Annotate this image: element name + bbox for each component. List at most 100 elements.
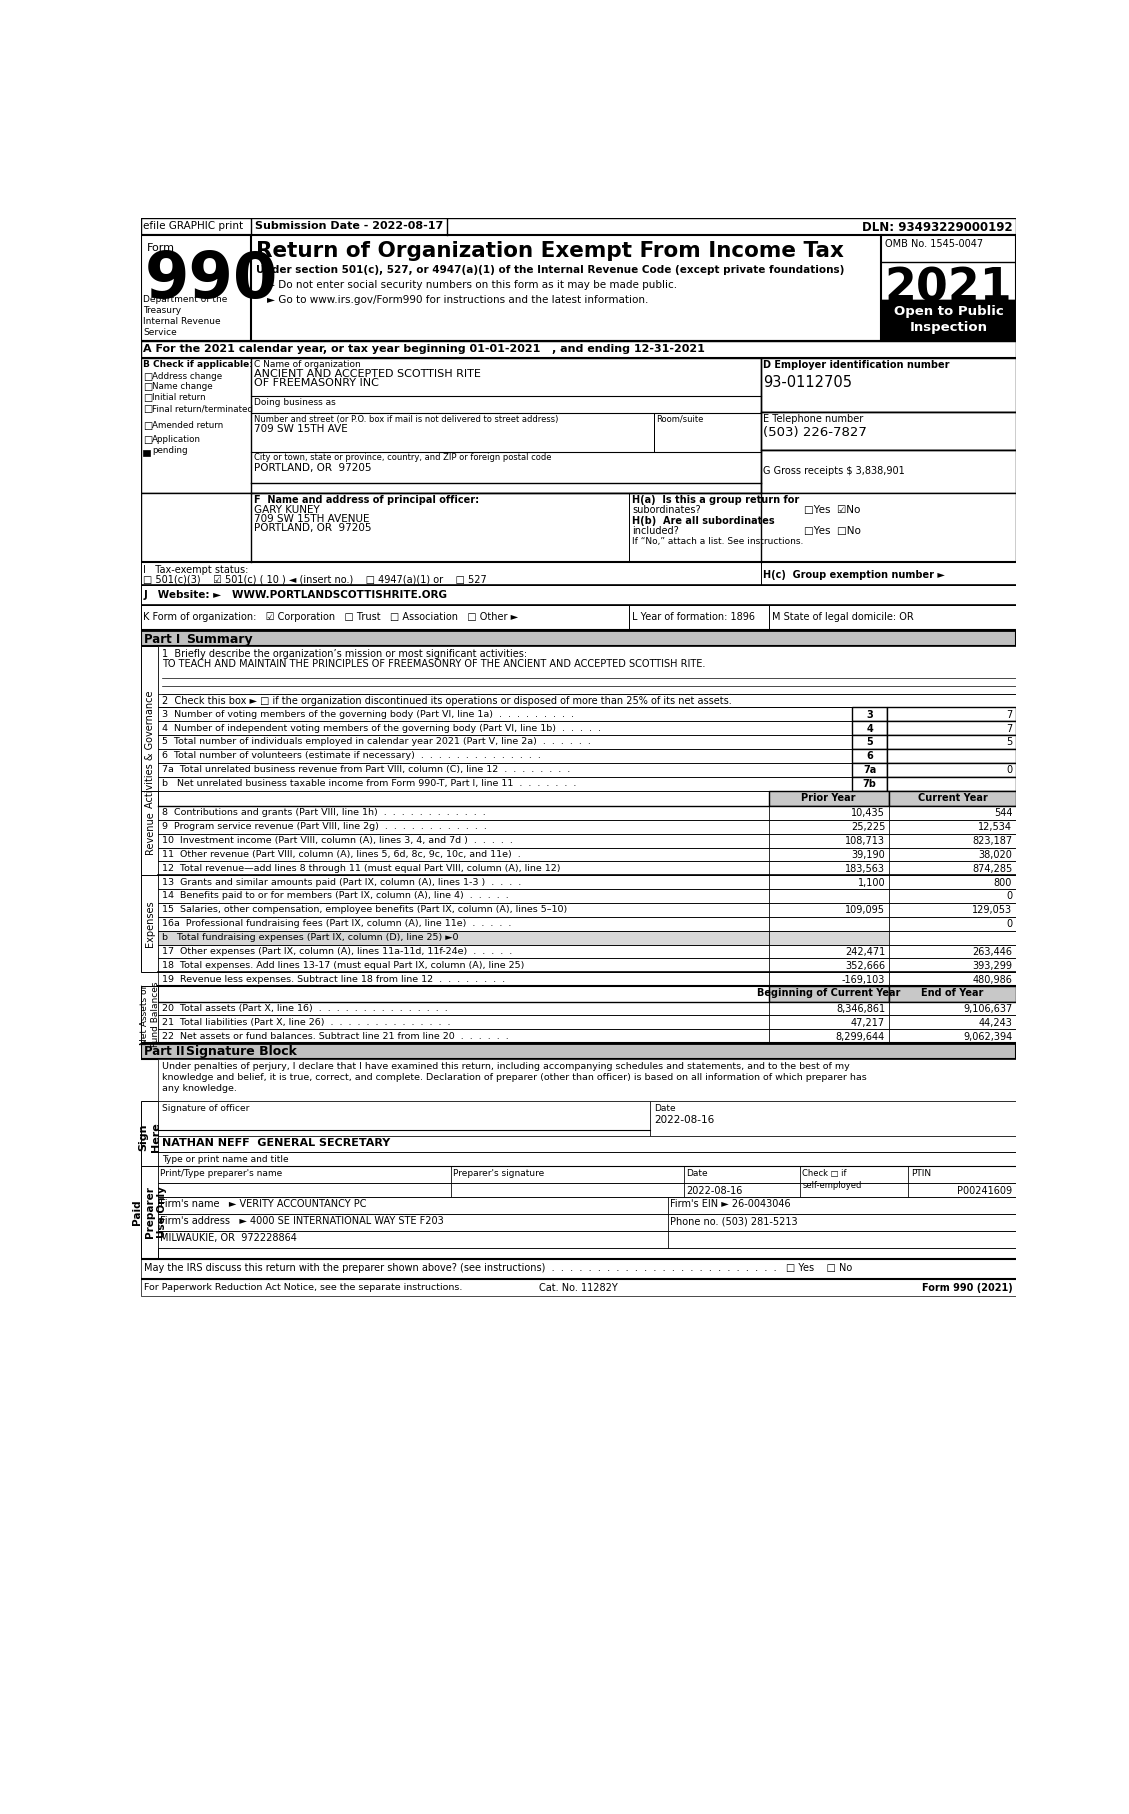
Bar [141, 646, 158, 853]
Text: Beginning of Current Year: Beginning of Current Year [756, 989, 900, 998]
Text: 9,106,637: 9,106,637 [963, 1003, 1013, 1014]
Bar [141, 1259, 1016, 1279]
Text: P00241609: P00241609 [957, 1186, 1013, 1195]
Text: 709 SW 15TH AVE: 709 SW 15TH AVE [254, 424, 348, 434]
Bar [769, 916, 889, 931]
Bar [251, 414, 654, 452]
Bar [141, 341, 1016, 357]
Bar [769, 958, 889, 972]
Text: Open to Public
Inspection: Open to Public Inspection [894, 305, 1004, 334]
Text: □ 501(c)(3)    ☑ 501(c) ( 10 ) ◄ (insert no.)    □ 4947(a)(1) or    □ 527: □ 501(c)(3) ☑ 501(c) ( 10 ) ◄ (insert no… [143, 575, 488, 584]
Text: 108,713: 108,713 [846, 836, 885, 845]
Text: 874,285: 874,285 [972, 863, 1013, 874]
Text: H(c)  Group exemption number ►: H(c) Group exemption number ► [763, 570, 945, 579]
Text: 19  Revenue less expenses. Subtract line 18 from line 12  .  .  .  .  .  .  .  .: 19 Revenue less expenses. Subtract line … [163, 974, 505, 983]
Text: subordinates?: subordinates? [632, 504, 701, 515]
Text: 8,346,861: 8,346,861 [835, 1003, 885, 1014]
Text: Date: Date [686, 1170, 708, 1179]
Text: Activities & Governance: Activities & Governance [145, 691, 155, 807]
Text: 2  Check this box ► □ if the organization discontinued its operations or dispose: 2 Check this box ► □ if the organization… [163, 697, 732, 706]
Text: B Check if applicable:: B Check if applicable: [143, 361, 253, 368]
Text: L Year of formation: 1896: L Year of formation: 1896 [632, 611, 755, 622]
Bar [882, 299, 1016, 341]
Text: 544: 544 [994, 809, 1013, 818]
Bar [158, 1166, 452, 1183]
Text: 3  Number of voting members of the governing body (Part VI, line 1a)  .  .  .  .: 3 Number of voting members of the govern… [163, 709, 574, 718]
Text: 6  Total number of volunteers (estimate if necessary)  .  .  .  .  .  .  .  .  .: 6 Total number of volunteers (estimate i… [163, 751, 541, 760]
Bar [141, 357, 1016, 493]
Bar [141, 1279, 1016, 1295]
Text: D Employer identification number: D Employer identification number [763, 361, 949, 370]
Text: 5  Total number of individuals employed in calendar year 2021 (Part V, line 2a) : 5 Total number of individuals employed i… [163, 738, 590, 746]
Text: b   Net unrelated business taxable income from Form 990-T, Part I, line 11  .  .: b Net unrelated business taxable income … [163, 778, 577, 787]
Bar [799, 1183, 909, 1197]
Text: City or town, state or province, country, and ZIP or foreign postal code: City or town, state or province, country… [254, 454, 551, 463]
Bar [761, 450, 1016, 493]
Bar [158, 903, 769, 916]
Text: 823,187: 823,187 [972, 836, 1013, 845]
Bar [158, 1152, 1016, 1166]
Text: H(b)  Are all subordinates: H(b) Are all subordinates [632, 515, 776, 526]
Bar [769, 889, 889, 903]
Bar [851, 764, 887, 776]
Bar [684, 1183, 799, 1197]
Text: Print/Type preparer's name: Print/Type preparer's name [160, 1170, 282, 1179]
Text: 6: 6 [866, 751, 873, 762]
Text: 5: 5 [1006, 738, 1013, 747]
Text: Doing business as: Doing business as [254, 397, 335, 406]
Text: End of Year: End of Year [921, 989, 983, 998]
Bar [889, 820, 1016, 834]
Text: 9  Program service revenue (Part VIII, line 2g)  .  .  .  .  .  .  .  .  .  .  .: 9 Program service revenue (Part VIII, li… [163, 822, 487, 831]
Bar [889, 945, 1016, 958]
Bar [769, 834, 889, 847]
Bar [654, 414, 761, 452]
Bar [158, 1101, 650, 1136]
Bar [141, 987, 158, 1043]
Text: Final return/terminated: Final return/terminated [152, 405, 253, 414]
Text: 0: 0 [1006, 891, 1013, 902]
Text: 18  Total expenses. Add lines 13-17 (must equal Part IX, column (A), line 25): 18 Total expenses. Add lines 13-17 (must… [163, 961, 525, 970]
Text: 14  Benefits paid to or for members (Part IX, column (A), line 4)  .  .  .  .  .: 14 Benefits paid to or for members (Part… [163, 891, 509, 900]
Bar [889, 931, 1016, 945]
Bar [141, 584, 1016, 606]
Text: Date: Date [654, 1105, 676, 1114]
Bar [799, 1166, 909, 1183]
Bar [769, 820, 889, 834]
Text: 44,243: 44,243 [979, 1018, 1013, 1029]
Bar [887, 764, 1016, 776]
Bar [158, 958, 769, 972]
Text: 21  Total liabilities (Part X, line 26)  .  .  .  .  .  .  .  .  .  .  .  .  .  : 21 Total liabilities (Part X, line 26) .… [163, 1018, 450, 1027]
Bar [889, 972, 1016, 987]
Bar [889, 791, 1016, 805]
Bar [769, 805, 889, 820]
Text: 7: 7 [1006, 724, 1013, 733]
Bar [452, 1183, 684, 1197]
Bar [158, 1214, 668, 1232]
Text: Part II: Part II [145, 1045, 185, 1058]
Text: Revenue: Revenue [145, 811, 155, 854]
Text: If “No,” attach a list. See instructions.: If “No,” attach a list. See instructions… [632, 537, 804, 546]
Bar [769, 945, 889, 958]
Text: Check □ if
self-employed: Check □ if self-employed [803, 1170, 861, 1190]
Text: (503) 226-7827: (503) 226-7827 [763, 426, 867, 439]
Text: 709 SW 15TH AVENUE: 709 SW 15TH AVENUE [254, 513, 369, 524]
Bar [141, 562, 1016, 584]
Text: 13  Grants and similar amounts paid (Part IX, column (A), lines 1-3 )  .  .  .  : 13 Grants and similar amounts paid (Part… [163, 878, 522, 887]
Bar [668, 1214, 1016, 1232]
Bar [141, 1101, 158, 1174]
Bar [158, 791, 1016, 805]
Bar [769, 1029, 889, 1043]
Text: Room/suite: Room/suite [656, 415, 703, 424]
Text: Amended return: Amended return [152, 421, 224, 430]
Text: 17  Other expenses (Part IX, column (A), lines 11a-11d, 11f-24e)  .  .  .  .  .: 17 Other expenses (Part IX, column (A), … [163, 947, 513, 956]
Bar [668, 1197, 1016, 1214]
Text: b   Total fundraising expenses (Part IX, column (D), line 25) ►0: b Total fundraising expenses (Part IX, c… [163, 932, 458, 941]
Bar [889, 903, 1016, 916]
Text: 183,563: 183,563 [846, 863, 885, 874]
Bar [141, 631, 1016, 646]
Bar [889, 958, 1016, 972]
Bar [141, 1166, 158, 1259]
Bar [851, 776, 887, 791]
Bar [452, 1166, 684, 1183]
Text: Paid
Preparer
Use Only: Paid Preparer Use Only [132, 1186, 167, 1239]
